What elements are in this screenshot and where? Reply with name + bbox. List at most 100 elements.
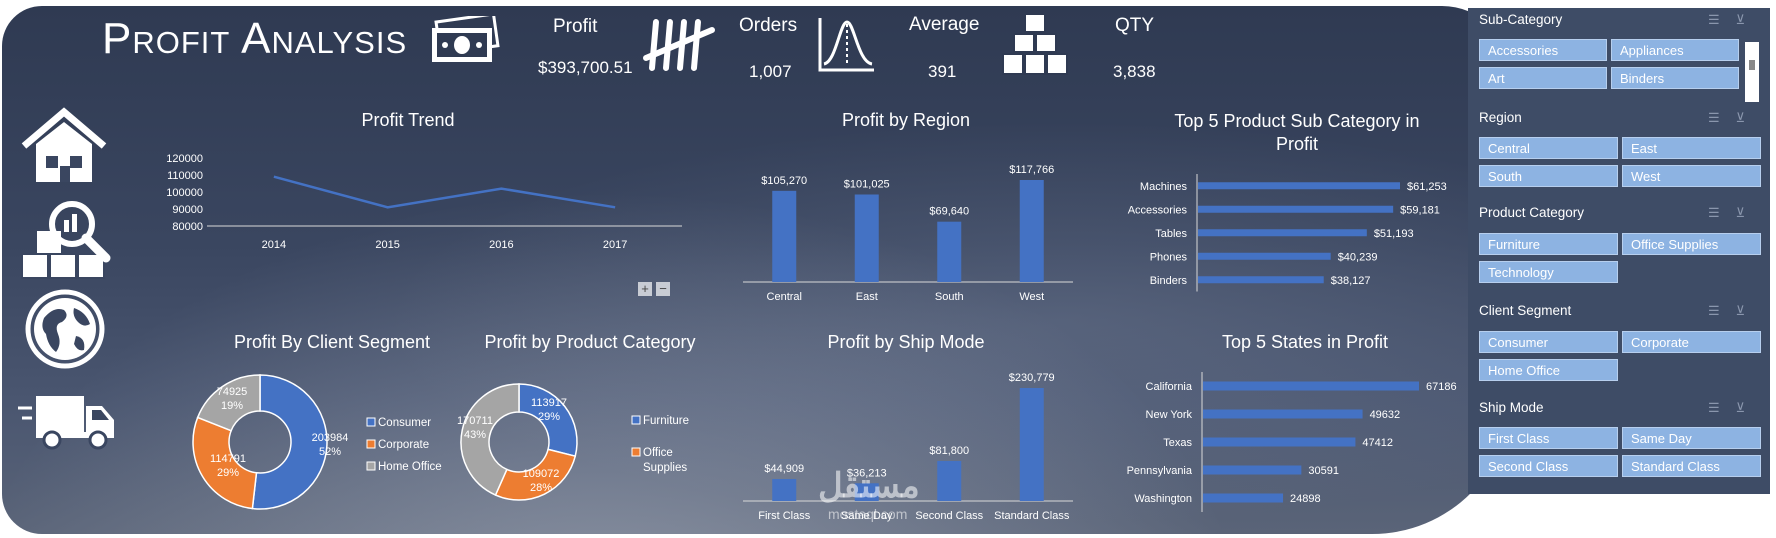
- slice-value: 114791: [210, 453, 246, 465]
- y-tick-label: 90000: [172, 204, 203, 216]
- slicer-item[interactable]: First Class: [1479, 427, 1618, 449]
- category-label: First Class: [758, 510, 810, 522]
- bar: [1198, 252, 1331, 260]
- slicer-item[interactable]: South: [1479, 165, 1618, 187]
- clear-filter-icon[interactable]: ⊻: [1735, 110, 1762, 125]
- data-label: $44,909: [764, 463, 804, 475]
- bar: [1019, 180, 1044, 282]
- kpi-orders-value: 1,007: [749, 62, 792, 81]
- x-tick-label: 2017: [603, 239, 627, 251]
- slicer-item[interactable]: Second Class: [1479, 455, 1618, 477]
- slicer-item[interactable]: Office Supplies: [1622, 233, 1761, 255]
- collapse-button[interactable]: −: [656, 282, 670, 296]
- legend-swatch: [366, 417, 376, 427]
- slicer-item[interactable]: Appliances: [1611, 39, 1739, 61]
- multi-select-icon[interactable]: ☰: [1708, 12, 1736, 27]
- data-label: 47412: [1362, 437, 1393, 449]
- slicer-item[interactable]: Standard Class: [1622, 455, 1761, 477]
- globe-icon[interactable]: [24, 288, 106, 370]
- data-label: $40,239: [1338, 251, 1378, 263]
- slice: [518, 383, 578, 458]
- data-label: $117,766: [1009, 164, 1054, 176]
- slicer-header-icons: ☰⊻: [1708, 110, 1766, 126]
- slicer-scroll-thumb[interactable]: [1749, 60, 1755, 70]
- boxes-icon: [1002, 13, 1068, 75]
- profit-by-region-title: Profit by Region: [841, 110, 971, 130]
- data-label: $105,270: [761, 175, 807, 187]
- category-label: New York: [1146, 409, 1193, 421]
- slicer-item[interactable]: Accessories: [1479, 39, 1607, 61]
- category-label: South: [935, 291, 964, 303]
- slicer-item[interactable]: East: [1622, 137, 1761, 159]
- kpi-average-label: Average: [909, 14, 980, 35]
- bar: [937, 460, 962, 501]
- slicer-item[interactable]: Home Office: [1479, 359, 1618, 381]
- clear-filter-icon[interactable]: ⊻: [1735, 205, 1762, 220]
- x-tick-label: 2015: [375, 239, 399, 251]
- kpi-qty-value: 3,838: [1113, 62, 1156, 81]
- slice-percent: 19%: [221, 400, 243, 412]
- slicer-item[interactable]: Consumer: [1479, 331, 1618, 353]
- y-tick-label: 100000: [166, 187, 203, 199]
- multi-select-icon[interactable]: ☰: [1708, 400, 1736, 415]
- category-label: Pennsylvania: [1127, 465, 1193, 477]
- money-icon: [432, 16, 500, 62]
- truck-icon[interactable]: [16, 390, 116, 450]
- slice: [251, 374, 328, 510]
- clear-filter-icon[interactable]: ⊻: [1735, 12, 1762, 27]
- slicer-item[interactable]: Technology: [1479, 261, 1618, 283]
- bar: [1203, 381, 1419, 391]
- slicer-item[interactable]: Binders: [1611, 67, 1739, 89]
- category-label: Texas: [1163, 437, 1192, 449]
- ship-mode-chart: $44,909 First Class $36,213 Same Day $81,800…: [743, 372, 1073, 522]
- multi-select-icon[interactable]: ☰: [1708, 303, 1736, 318]
- category-label: Central: [767, 291, 802, 303]
- client-segment-chart: 203984 52% 114791 29% 74925 19% Consumer Corpor…: [192, 374, 442, 510]
- slicer-item[interactable]: Art: [1479, 67, 1607, 89]
- kpi-average-value: 391: [928, 62, 957, 81]
- client-segment-title: Profit By Client Segment: [233, 332, 431, 352]
- legend-label: Corporate: [378, 439, 429, 451]
- bell-curve-icon: [818, 18, 874, 72]
- expand-button[interactable]: +: [638, 282, 652, 296]
- product-category-title: Profit by Product Category: [484, 332, 696, 352]
- slice-percent: 29%: [538, 411, 560, 423]
- data-label: $69,640: [929, 206, 969, 218]
- data-label: $81,800: [929, 445, 969, 457]
- bar: [1198, 182, 1400, 190]
- data-label: $36,213: [847, 467, 887, 479]
- slicer-item[interactable]: West: [1622, 165, 1761, 187]
- category-label: California: [1146, 381, 1193, 393]
- slicer-scrollbar[interactable]: [1745, 42, 1759, 102]
- slicer-header-icons: ☰⊻: [1708, 12, 1766, 28]
- slice-percent: 43%: [464, 429, 486, 441]
- slice-percent: 52%: [319, 446, 341, 458]
- home-icon[interactable]: [18, 106, 110, 186]
- category-label: Tables: [1155, 228, 1187, 240]
- category-label: Second Class: [915, 510, 983, 522]
- slicer-title: Sub-Category: [1479, 12, 1563, 27]
- top5-states-title: Top 5 States in Profit: [1221, 332, 1389, 352]
- clear-filter-icon[interactable]: ⊻: [1735, 303, 1762, 318]
- slicer-item[interactable]: Central: [1479, 137, 1618, 159]
- data-label: 49632: [1370, 409, 1401, 421]
- inventory-search-icon[interactable]: [20, 196, 112, 280]
- multi-select-icon[interactable]: ☰: [1708, 110, 1736, 125]
- multi-select-icon[interactable]: ☰: [1708, 205, 1736, 220]
- slicer-item[interactable]: Same Day: [1622, 427, 1761, 449]
- bar: [1198, 205, 1394, 213]
- legend-label: Consumer: [378, 417, 431, 429]
- data-label: $61,253: [1407, 181, 1447, 193]
- data-label: $51,193: [1374, 228, 1414, 240]
- slicer-header-icons: ☰⊻: [1708, 205, 1766, 221]
- slice-value: 203984: [312, 432, 349, 444]
- category-label: Accessories: [1128, 204, 1188, 216]
- slicer-item[interactable]: Corporate: [1622, 331, 1761, 353]
- clear-filter-icon[interactable]: ⊻: [1735, 400, 1762, 415]
- slicer-item[interactable]: Furniture: [1479, 233, 1618, 255]
- legend-label: Home Office: [378, 461, 442, 473]
- slice-value: 74925: [217, 386, 248, 398]
- category-label: West: [1019, 291, 1044, 303]
- kpi-orders-label: Orders: [739, 15, 798, 36]
- legend-swatch: [631, 447, 641, 457]
